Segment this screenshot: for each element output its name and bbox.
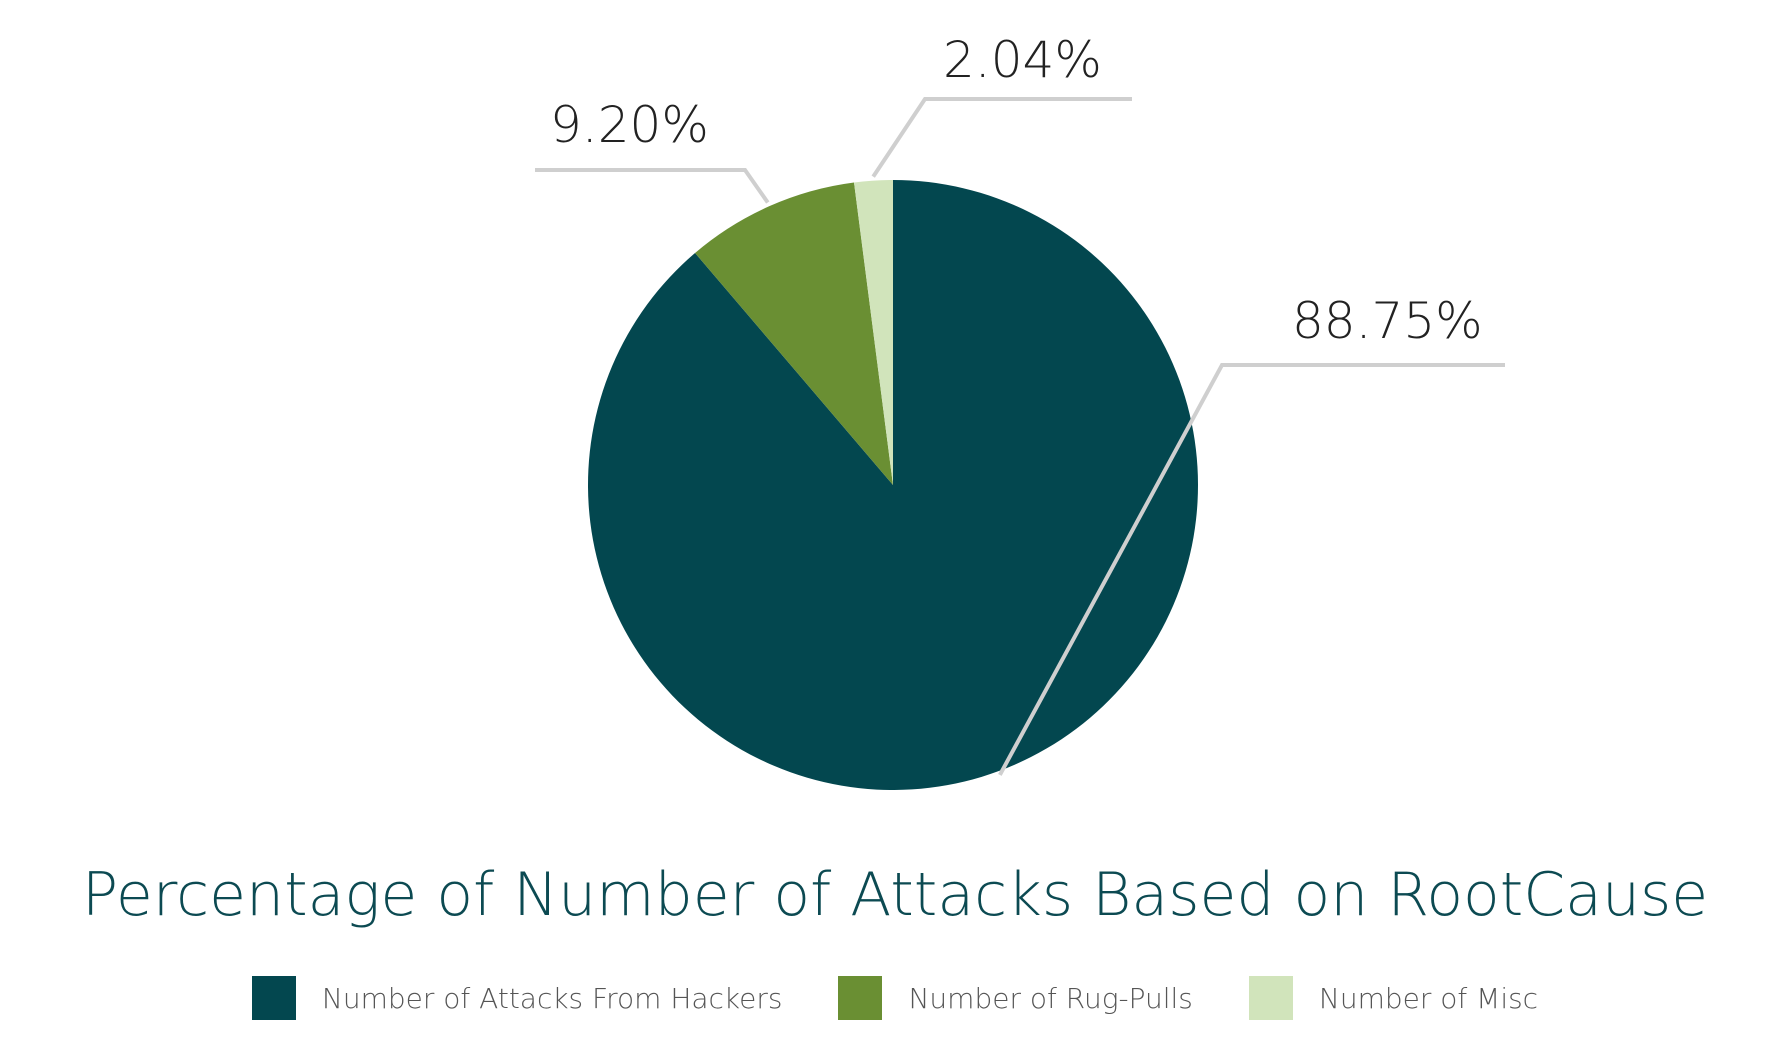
legend-item-misc: Number of Misc [1248,976,1539,1020]
leader-lines [535,97,1505,776]
pie-slices [588,180,1198,790]
chart-title: Percentage of Number of Attacks Based on… [81,860,1709,930]
legend-swatch [251,976,296,1020]
legend-label: Number of Rug-Pulls [908,981,1193,1015]
legend-label: Number of Attacks From Hackers [321,981,783,1015]
leader-line-0 [998,363,1505,776]
legend: Number of Attacks From Hackers Number of… [0,976,1790,1020]
leader-line-1 [535,168,770,204]
data-label-1: 9.20% [550,96,709,154]
data-label-0: 88.75% [1292,292,1483,350]
pie-slice-1 [695,182,893,485]
legend-swatch [838,976,883,1020]
legend-swatch [1248,976,1293,1020]
legend-item-rug-pulls: Number of Rug-Pulls [838,976,1193,1020]
data-labels: 88.75% 9.20% 2.04% [550,31,1483,350]
leader-line-2 [871,97,1132,178]
legend-item-hackers: Number of Attacks From Hackers [251,976,783,1020]
pie-slice-2 [854,180,893,485]
data-label-2: 2.04% [943,31,1102,89]
legend-label: Number of Misc [1318,981,1539,1015]
